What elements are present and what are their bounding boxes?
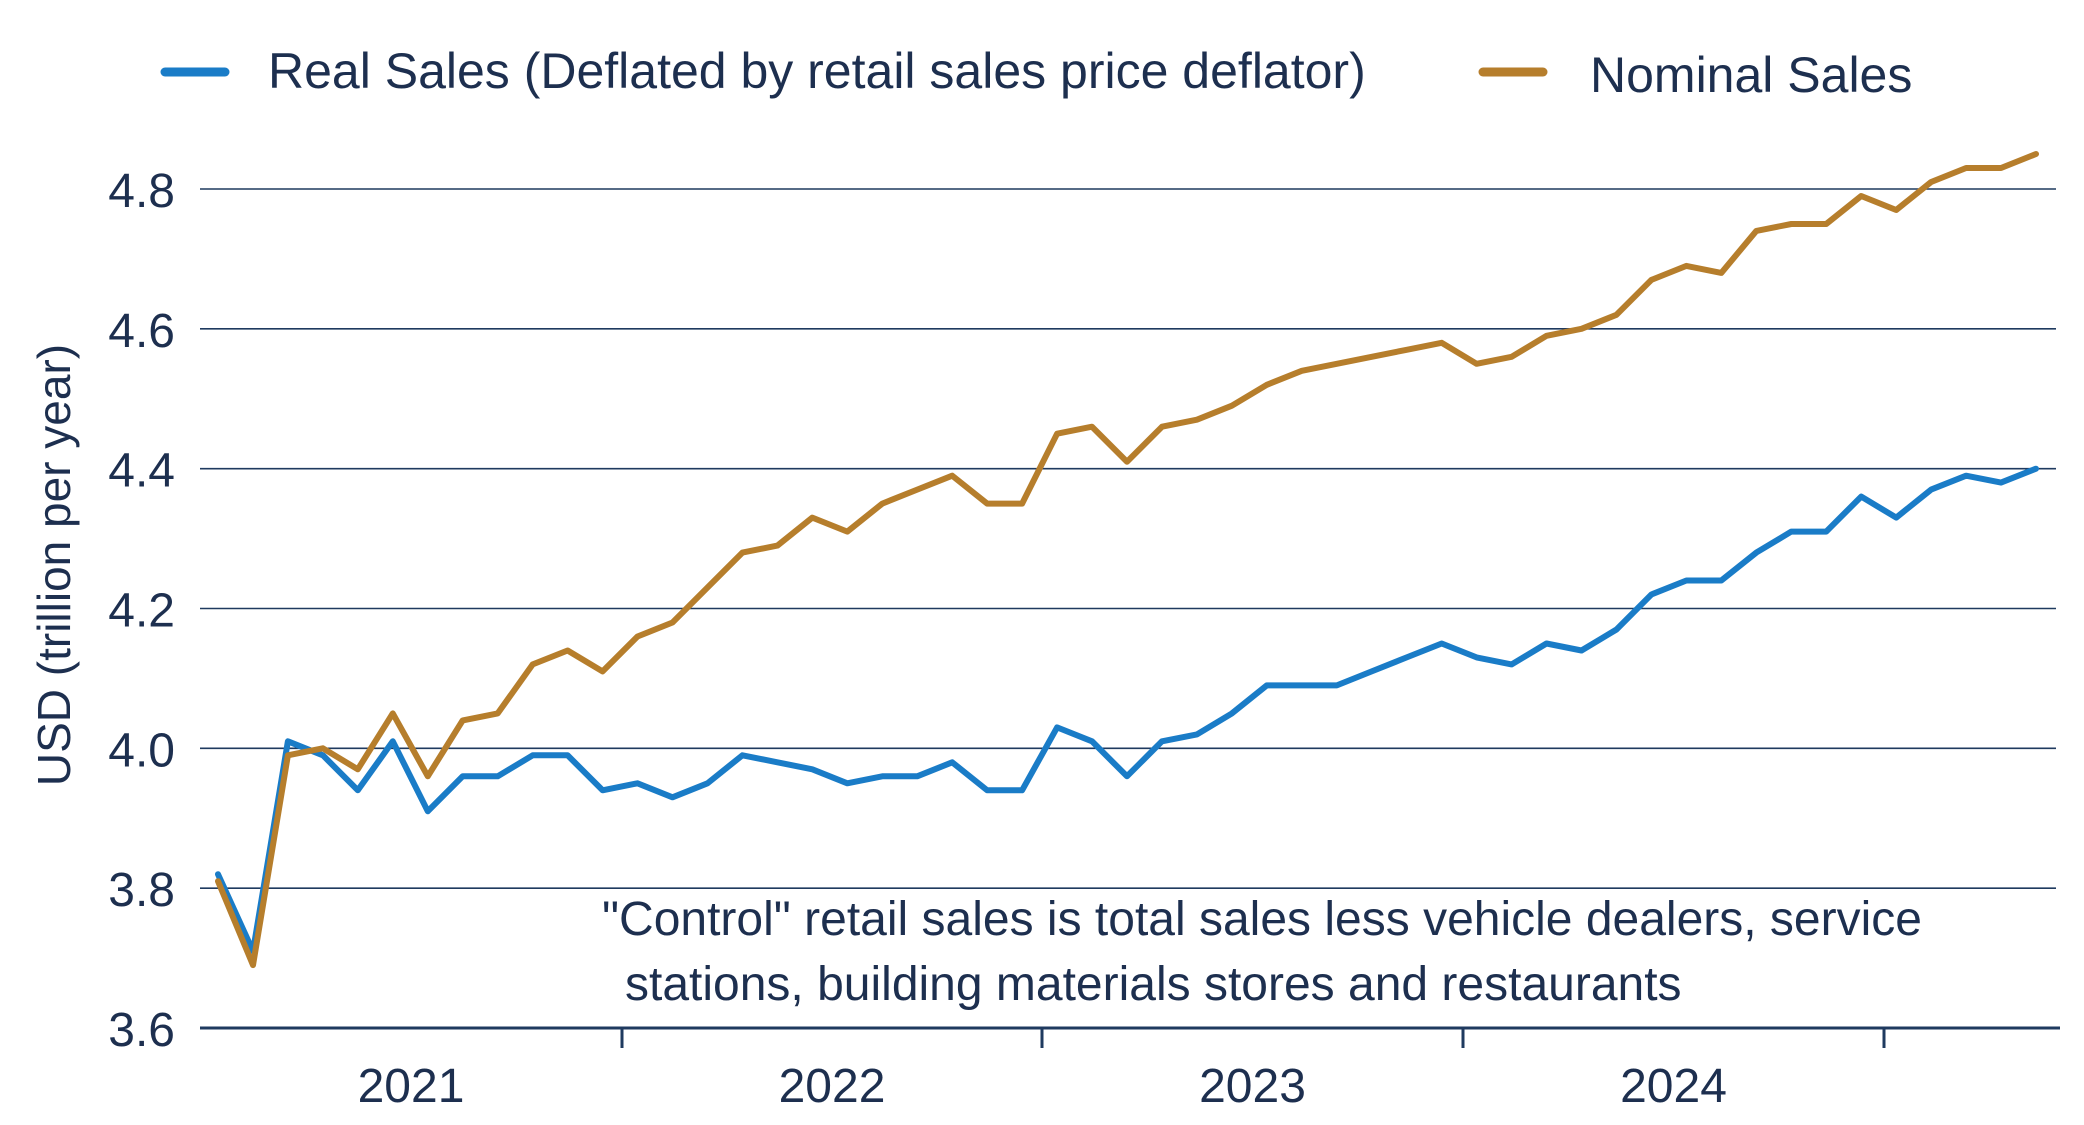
gridlines	[200, 188, 2056, 889]
series-lines	[215, 151, 2039, 969]
y-tick-labels: 3.6 3.8 4.0 4.2 4.4 4.6 4.8	[108, 165, 175, 1057]
x-tick-label: 2023	[1199, 1060, 1306, 1113]
note-annotation: "Control" retail sales is total sales le…	[602, 893, 1922, 1011]
series-line-nominal-sales	[215, 151, 2039, 969]
legend-label-nominal-sales: Nominal Sales	[1590, 47, 1912, 103]
note-line-1: "Control" retail sales is total sales le…	[602, 893, 1922, 946]
legend: Real Sales (Deflated by retail sales pri…	[160, 43, 1912, 103]
y-tick-label: 3.8	[108, 864, 175, 917]
series-line-real-sales	[215, 465, 2039, 955]
note-line-2: stations, building materials stores and …	[625, 958, 1682, 1011]
x-tick-label: 2022	[779, 1060, 886, 1113]
y-tick-label: 4.6	[108, 305, 175, 358]
x-tick-label: 2024	[1620, 1060, 1727, 1113]
x-tick-label: 2021	[358, 1060, 465, 1113]
y-tick-label: 3.6	[108, 1004, 175, 1057]
legend-label-real-sales: Real Sales (Deflated by retail sales pri…	[268, 43, 1366, 99]
y-tick-label: 4.4	[108, 445, 175, 498]
y-tick-label: 4.8	[108, 165, 175, 218]
y-tick-label: 4.0	[108, 724, 175, 777]
y-axis-label: USD (trillion per year)	[28, 344, 80, 786]
y-tick-label: 4.2	[108, 585, 175, 638]
x-ticks: 2021 2022 2023 2024	[358, 1028, 1886, 1113]
